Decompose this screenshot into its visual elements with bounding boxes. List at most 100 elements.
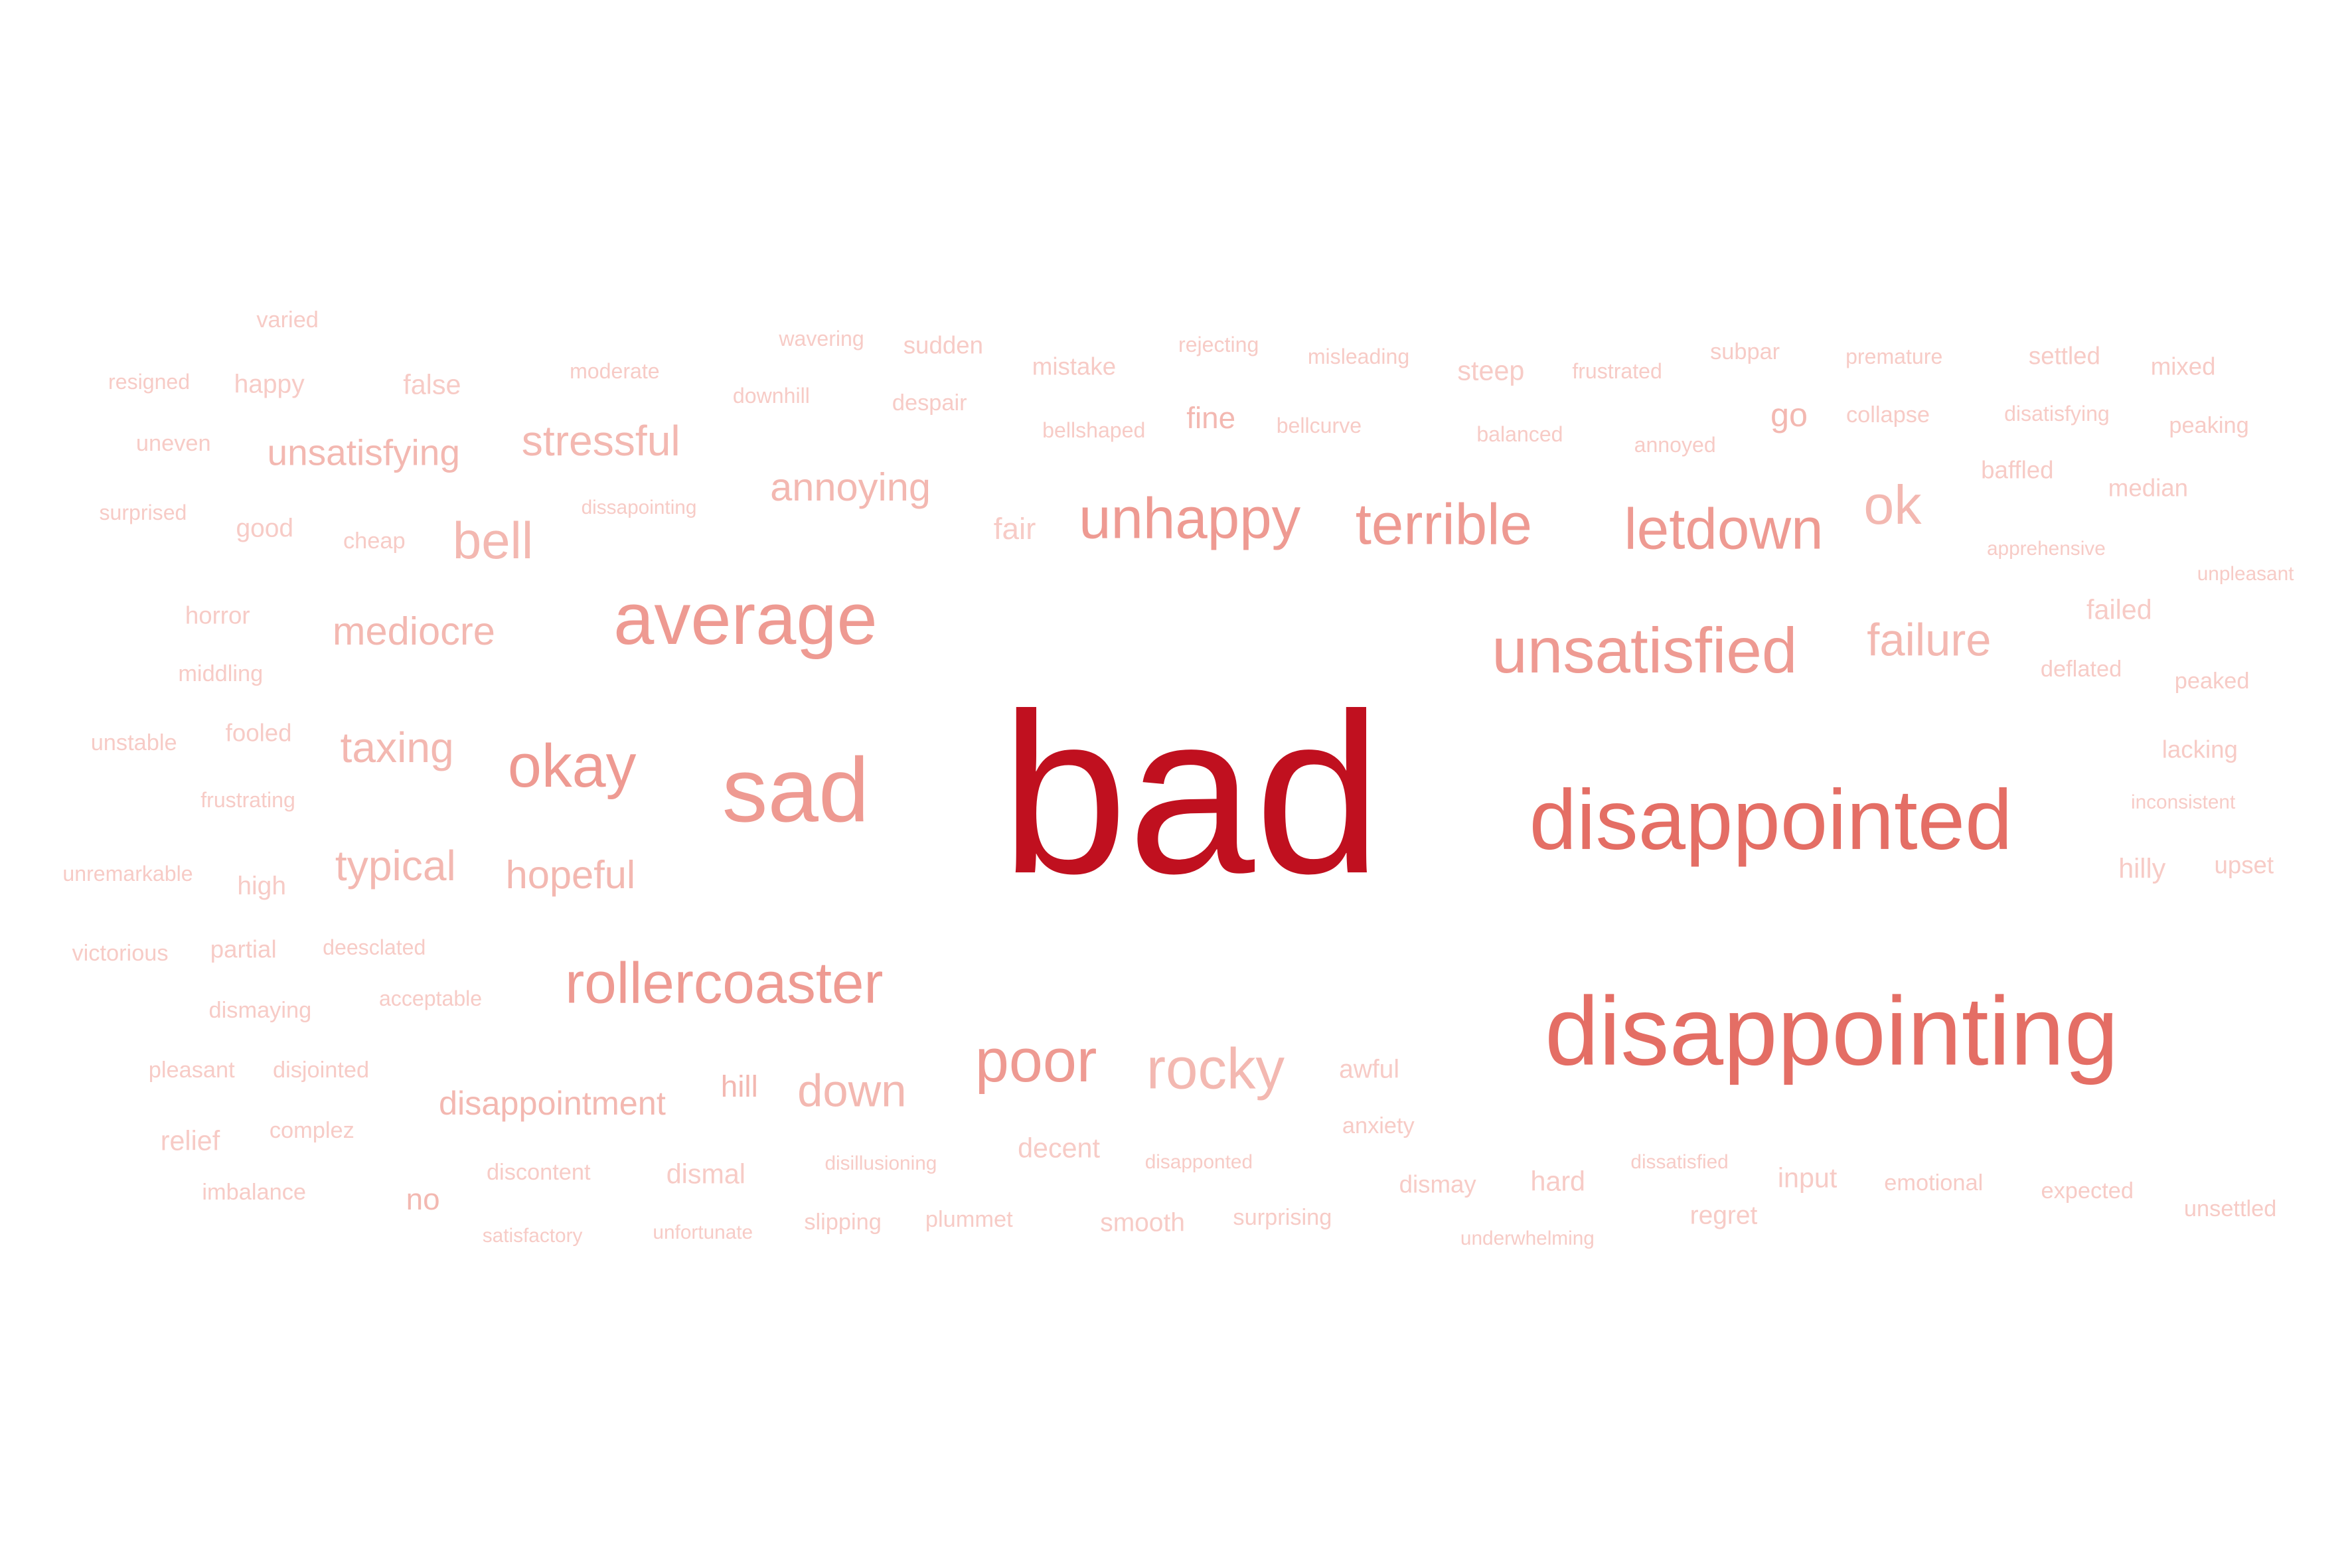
word-hard: hard: [1530, 1166, 1585, 1197]
word-discontent: discontent: [486, 1160, 591, 1186]
word-sudden: sudden: [903, 331, 983, 359]
word-hopeful: hopeful: [505, 852, 636, 898]
word-misleading: misleading: [1307, 344, 1410, 368]
word-disappointment: disappointment: [438, 1084, 666, 1123]
word-hill: hill: [720, 1069, 758, 1104]
word-okay: okay: [507, 732, 637, 801]
word-awful: awful: [1339, 1055, 1399, 1084]
word-no: no: [406, 1182, 440, 1217]
word-stressful: stressful: [521, 416, 680, 465]
word-peaking: peaking: [2169, 412, 2249, 438]
word-surprised: surprised: [99, 501, 187, 525]
word-plummet: plummet: [925, 1206, 1013, 1232]
word-failure: failure: [1867, 614, 1992, 666]
word-bell: bell: [452, 511, 534, 570]
word-ok: ok: [1863, 474, 1922, 536]
word-frustrating: frustrating: [200, 787, 295, 812]
word-victorious: victorious: [72, 940, 169, 966]
word-dismal: dismal: [666, 1158, 745, 1190]
word-anxiety: anxiety: [1342, 1113, 1415, 1138]
word-bellshaped: bellshaped: [1042, 418, 1146, 442]
word-disappointing: disappointing: [1545, 977, 2119, 1086]
word-downhill: downhill: [732, 383, 810, 408]
word-partial: partial: [210, 935, 277, 963]
word-slipping: slipping: [804, 1209, 882, 1235]
word-high: high: [237, 872, 286, 901]
word-input: input: [1777, 1162, 1838, 1194]
word-median: median: [2108, 474, 2189, 502]
word-cheap: cheap: [343, 528, 406, 554]
word-inconsistent: inconsistent: [2130, 791, 2236, 814]
word-disjointed: disjointed: [272, 1058, 370, 1083]
word-complez: complez: [269, 1117, 354, 1143]
word-collapse: collapse: [1845, 402, 1930, 428]
word-regret: regret: [1689, 1201, 1758, 1230]
word-unsatisfied: unsatisfied: [1492, 615, 1798, 686]
word-average: average: [613, 578, 878, 661]
word-happy: happy: [234, 370, 305, 399]
word-deesclated: deesclated: [323, 935, 426, 959]
word-unsettled: unsettled: [2183, 1196, 2277, 1221]
word-underwhelming: underwhelming: [1460, 1227, 1595, 1250]
word-unpleasant: unpleasant: [2197, 563, 2294, 586]
word-lacking: lacking: [2161, 736, 2238, 763]
word-terrible: terrible: [1355, 492, 1532, 557]
word-steep: steep: [1457, 355, 1525, 386]
word-rollercoaster: rollercoaster: [565, 951, 884, 1016]
word-go: go: [1770, 395, 1808, 433]
word-unhappy: unhappy: [1079, 486, 1301, 551]
word-premature: premature: [1845, 344, 1943, 368]
word-fine: fine: [1186, 400, 1236, 435]
word-poor: poor: [975, 1026, 1097, 1095]
word-mediocre: mediocre: [332, 609, 495, 654]
word-unsatisfying: unsatisfying: [267, 431, 460, 473]
word-failed: failed: [2086, 594, 2152, 625]
word-disapponted: disapponted: [1144, 1150, 1253, 1173]
word-dismay: dismay: [1399, 1170, 1476, 1198]
word-varied: varied: [256, 307, 319, 333]
word-annoyed: annoyed: [1634, 433, 1716, 457]
word-wavering: wavering: [779, 326, 864, 351]
word-unremarkable: unremarkable: [62, 861, 193, 886]
word-balanced: balanced: [1476, 422, 1563, 447]
word-dismaying: dismaying: [208, 997, 312, 1023]
word-apprehensive: apprehensive: [1986, 537, 2106, 560]
word-sad: sad: [722, 740, 870, 842]
word-upset: upset: [2214, 852, 2274, 880]
word-down: down: [797, 1065, 907, 1117]
word-hilly: hilly: [2118, 853, 2166, 884]
word-decent: decent: [1018, 1133, 1100, 1164]
word-peaked: peaked: [2174, 668, 2250, 694]
word-unfortunate: unfortunate: [653, 1221, 753, 1244]
word-dissapointing: dissapointing: [581, 497, 697, 519]
word-uneven: uneven: [135, 430, 211, 456]
word-horror: horror: [185, 602, 250, 630]
word-expected: expected: [2041, 1178, 2134, 1204]
word-rocky: rocky: [1146, 1036, 1285, 1101]
word-bad: bad: [1000, 665, 1382, 921]
word-smooth: smooth: [1100, 1208, 1185, 1237]
word-imbalance: imbalance: [202, 1179, 307, 1205]
word-moderate: moderate: [570, 359, 660, 384]
word-disillusioning: disillusioning: [824, 1152, 937, 1174]
word-relief: relief: [160, 1125, 220, 1156]
word-letdown: letdown: [1624, 497, 1824, 562]
word-mixed: mixed: [2150, 353, 2216, 380]
word-dissatisfied: dissatisfied: [1630, 1150, 1729, 1173]
word-settled: settled: [2028, 342, 2100, 370]
word-middling: middling: [178, 661, 264, 686]
word-emotional: emotional: [1884, 1170, 1984, 1196]
word-disappointed: disappointed: [1529, 773, 2013, 868]
word-deflated: deflated: [2040, 656, 2122, 682]
word-annoying: annoying: [770, 464, 931, 509]
word-rejecting: rejecting: [1178, 332, 1259, 356]
word-surprising: surprising: [1233, 1205, 1332, 1231]
word-good: good: [236, 514, 294, 543]
word-acceptable: acceptable: [378, 986, 483, 1010]
word-fair: fair: [993, 512, 1036, 546]
word-bellcurve: bellcurve: [1276, 413, 1362, 437]
word-fooled: fooled: [225, 719, 292, 747]
word-subpar: subpar: [1710, 339, 1780, 364]
word-resigned: resigned: [108, 370, 191, 394]
word-baffled: baffled: [1981, 456, 2054, 484]
